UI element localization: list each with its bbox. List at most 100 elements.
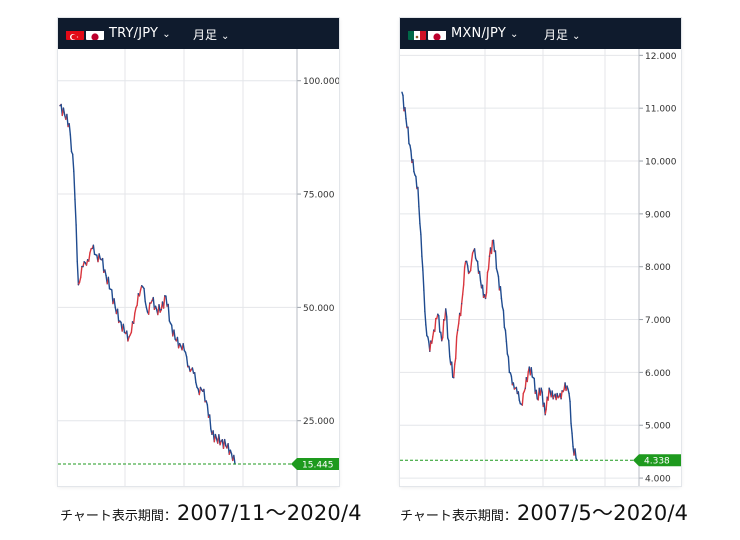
period-selector[interactable]: 月足 ⌄ xyxy=(544,26,580,43)
display-period-range: 2007/11～2020/4 xyxy=(176,501,362,525)
price-segment xyxy=(208,414,212,430)
price-segment xyxy=(431,335,434,344)
y-tick-label: 100.000 xyxy=(303,77,339,87)
price-segment xyxy=(407,126,410,145)
price-segment xyxy=(530,367,533,378)
price-point xyxy=(508,371,510,373)
mexico-flag-icon xyxy=(408,28,426,40)
currency-pair-selector[interactable]: TRY/JPY ⌄ xyxy=(109,26,171,41)
y-tick-label: 12.000 xyxy=(645,52,677,62)
price-point xyxy=(87,259,89,261)
price-segment xyxy=(497,275,501,291)
price-point xyxy=(532,377,534,379)
price-point xyxy=(453,377,455,379)
price-segment xyxy=(505,340,509,355)
last-price-badge: 15.445 xyxy=(291,458,339,471)
price-chart: 100.000 75.000 50.000 25.000 15.445 xyxy=(58,49,339,486)
price-point xyxy=(429,350,431,352)
price-point xyxy=(142,286,144,288)
price-segment xyxy=(469,260,473,272)
price-segment xyxy=(507,356,511,374)
price-point xyxy=(77,284,80,286)
currency-pair-label: TRY/JPY xyxy=(109,26,159,41)
price-point xyxy=(560,398,562,400)
price-segment xyxy=(487,255,491,270)
price-segment xyxy=(429,340,432,352)
price-segment xyxy=(499,286,503,300)
currency-pair-selector[interactable]: MXN/JPY ⌄ xyxy=(451,26,519,41)
price-segment xyxy=(68,123,72,136)
price-point xyxy=(465,260,467,263)
price-point xyxy=(528,366,530,368)
price-point xyxy=(220,440,222,442)
price-segment xyxy=(147,302,151,315)
last-price-badge: 4.338 xyxy=(633,454,681,467)
price-segment xyxy=(415,175,418,190)
price-segment xyxy=(116,308,120,324)
price-segment xyxy=(82,260,85,268)
price-segment xyxy=(571,432,574,448)
price-point xyxy=(174,338,176,340)
display-period-prefix: チャート表示期間： xyxy=(60,509,177,524)
price-point xyxy=(492,239,495,241)
price-segment xyxy=(152,296,156,311)
price-point xyxy=(202,390,204,392)
price-segment xyxy=(182,343,186,352)
price-segment xyxy=(195,381,198,389)
price-segment xyxy=(136,293,139,306)
price-segment xyxy=(104,269,107,277)
price-point xyxy=(123,331,126,333)
price-segment xyxy=(143,287,146,303)
period-selector[interactable]: 月足 ⌄ xyxy=(193,26,229,43)
price-segment xyxy=(191,367,195,374)
price-segment xyxy=(184,351,188,358)
price-segment xyxy=(113,298,116,309)
price-segment xyxy=(71,153,75,173)
price-point xyxy=(133,322,135,324)
price-segment xyxy=(88,252,91,262)
price-segment xyxy=(144,300,148,309)
price-segment xyxy=(410,150,413,164)
price-point xyxy=(110,288,112,290)
price-point xyxy=(417,186,419,189)
price-segment xyxy=(127,336,130,342)
price-point xyxy=(504,329,507,331)
price-segment xyxy=(533,377,536,395)
y-tick-label: 4.000 xyxy=(645,475,671,485)
japan-flag-icon xyxy=(86,28,104,40)
price-segment xyxy=(454,357,457,366)
price-point xyxy=(484,297,487,300)
price-point xyxy=(156,309,158,311)
price-point xyxy=(188,365,190,367)
price-segment xyxy=(404,107,407,120)
last-price-value: 15.445 xyxy=(302,461,334,471)
price-segment xyxy=(173,329,176,340)
price-segment xyxy=(517,391,521,401)
price-point xyxy=(137,293,139,295)
price-point xyxy=(73,170,75,172)
price-segment xyxy=(185,356,189,368)
price-segment xyxy=(145,306,149,313)
price-point xyxy=(564,382,566,384)
price-segment xyxy=(456,322,460,331)
price-segment xyxy=(418,205,421,225)
price-segment xyxy=(476,260,480,274)
display-period-range: 2007/5～2020/4 xyxy=(516,501,689,525)
price-point xyxy=(225,445,227,447)
price-point xyxy=(536,398,538,400)
price-point xyxy=(151,299,153,302)
price-segment xyxy=(423,289,426,313)
price-segment xyxy=(502,309,506,329)
price-segment xyxy=(526,371,529,383)
price-segment xyxy=(89,248,92,254)
price-point xyxy=(68,123,70,125)
price-segment xyxy=(424,310,427,326)
price-point xyxy=(160,309,162,311)
price-segment xyxy=(206,404,210,419)
price-point xyxy=(64,114,66,116)
price-segment xyxy=(214,433,218,440)
price-point xyxy=(192,372,195,374)
price-point xyxy=(449,355,451,358)
price-segment xyxy=(465,260,469,267)
price-point xyxy=(114,306,116,308)
